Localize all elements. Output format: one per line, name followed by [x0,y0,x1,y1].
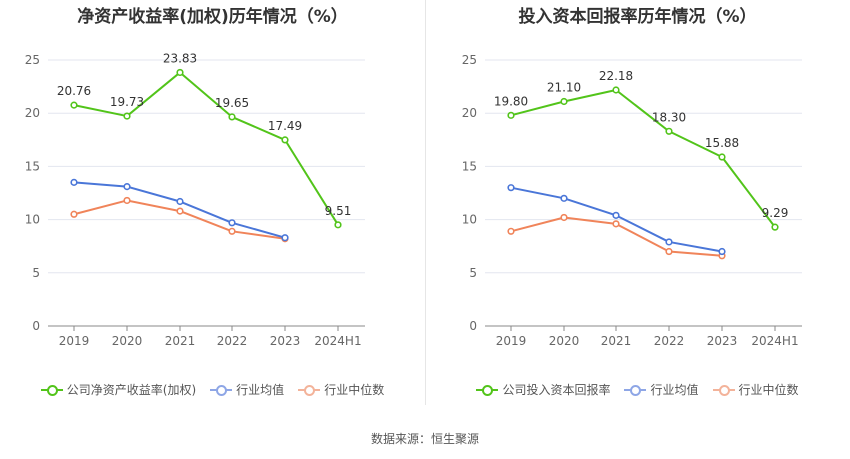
x-tick-label: 2022 [654,334,685,348]
roe-chart-plot: 0 5 10 15 20 25 2019 2020 2021 2022 2023 2024H1 20.7… [25,51,365,348]
data-label: 23.83 [163,51,197,65]
y-tick-label: 5 [32,266,40,280]
roic-chart-plot: 0 5 10 15 20 25 2019 2020 2021 2022 2023 2024H1 19.8… [462,53,802,348]
roe-chart-panel: 净资产收益率(加权)历年情况（%） 0 5 10 15 20 25 2019 2020 2021… [0,7,425,398]
data-label: 20.76 [57,84,91,98]
data-point [70,178,78,186]
legend-label: 行业中位数 [324,383,385,397]
x-tick-label: 2024H1 [314,334,361,348]
x-tick-label: 2022 [217,334,248,348]
x-tick-label: 2023 [270,334,301,348]
roic-chart-panel: 投入资本回报率历年情况（%） 0 5 10 15 20 25 2019 2020 2021 202… [425,0,850,459]
y-tick-label: 25 [25,53,40,67]
x-tick-label: 2021 [165,334,196,348]
data-point [771,223,779,231]
data-point [70,210,78,218]
data-point [507,227,515,235]
legend-label: 公司净资产收益率(加权) [66,383,197,397]
data-point [123,183,131,191]
x-tick-label: 2023 [707,334,738,348]
legend-item-industry-mean[interactable]: 行业均值 [624,381,699,398]
legend-item-company[interactable]: 公司投入资本回报率 [476,381,610,398]
data-point [718,247,726,256]
y-tick-label: 10 [25,213,40,227]
data-point [665,247,673,256]
series-line [73,71,339,226]
legend-line-icon [210,384,233,396]
data-point [176,68,184,77]
legend-item-company[interactable]: 公司净资产收益率(加权) [40,381,197,398]
y-tick-label: 5 [469,266,477,280]
data-point [665,238,673,246]
data-point [560,194,568,202]
data-label: 9.29 [762,206,789,220]
data-label: 15.88 [705,136,739,150]
y-tick-label: 10 [462,213,477,227]
legend-line-icon [624,384,647,396]
chart-title: 净资产收益率(加权)历年情况（%） [77,7,348,27]
data-point [507,111,515,119]
series-line [510,89,776,228]
data-point [718,153,726,161]
y-tick-label: 0 [32,319,40,333]
data-point [507,184,515,192]
legend-label: 行业均值 [650,383,699,397]
x-tick-label: 2020 [112,334,143,348]
y-tick-label: 20 [25,106,40,120]
data-point [665,127,673,135]
chart-legend: 公司净资产收益率(加权) 行业均值 行业中位数 [0,381,425,398]
data-label: 18.30 [652,110,686,124]
chart-legend: 公司投入资本回报率 行业均值 行业中位数 [425,381,850,398]
data-label: 17.49 [268,119,302,133]
y-tick-label: 15 [462,159,477,173]
data-label: 19.65 [215,96,249,110]
legend-line-icon [298,384,321,396]
legend-label: 公司投入资本回报率 [502,383,611,397]
data-point [123,196,131,205]
legend-item-industry-median[interactable]: 行业中位数 [298,381,384,398]
data-point [123,112,131,120]
legend-label: 行业均值 [236,383,285,397]
y-tick-label: 20 [462,106,477,120]
x-tick-label: 2024H1 [751,334,798,348]
data-label: 19.80 [494,94,528,108]
data-label: 22.18 [599,69,633,83]
data-point [281,136,289,144]
x-tick-label: 2019 [59,334,90,348]
data-point [612,86,620,94]
data-label: 19.73 [110,95,144,109]
data-point [334,221,342,229]
data-point [228,227,236,235]
chart-title: 投入资本回报率历年情况（%） [518,7,757,27]
data-point [228,113,236,121]
data-point [612,220,620,228]
legend-line-icon [712,384,735,396]
x-tick-label: 2021 [601,334,632,348]
legend-item-industry-median[interactable]: 行业中位数 [712,381,799,398]
x-tick-label: 2020 [549,334,580,348]
y-tick-label: 25 [462,53,477,67]
data-source: 数据来源：恒生聚源 [370,432,479,446]
y-tick-label: 15 [25,159,40,173]
legend-line-icon [40,384,63,396]
data-point [228,219,236,227]
data-label: 21.10 [547,80,581,94]
legend-item-industry-mean[interactable]: 行业均值 [210,381,284,398]
y-tick-label: 0 [469,319,477,333]
data-label: 9.51 [325,204,352,218]
x-tick-label: 2019 [496,334,527,348]
data-point [176,207,184,215]
panel-divider [425,0,426,405]
data-point [560,213,568,222]
data-point [560,97,568,106]
legend-label: 行业中位数 [738,383,799,397]
data-point [70,101,78,109]
legend-line-icon [476,384,499,396]
data-point [612,211,620,219]
data-point [176,197,184,206]
data-point [281,234,289,242]
